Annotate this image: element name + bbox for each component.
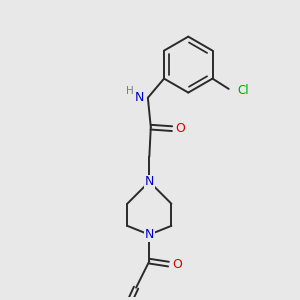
Text: O: O xyxy=(172,258,182,271)
Text: Cl: Cl xyxy=(238,84,249,97)
Text: H: H xyxy=(126,86,134,96)
Text: N: N xyxy=(145,175,154,188)
Text: N: N xyxy=(135,91,144,104)
Text: N: N xyxy=(145,228,154,241)
Text: O: O xyxy=(175,122,185,135)
